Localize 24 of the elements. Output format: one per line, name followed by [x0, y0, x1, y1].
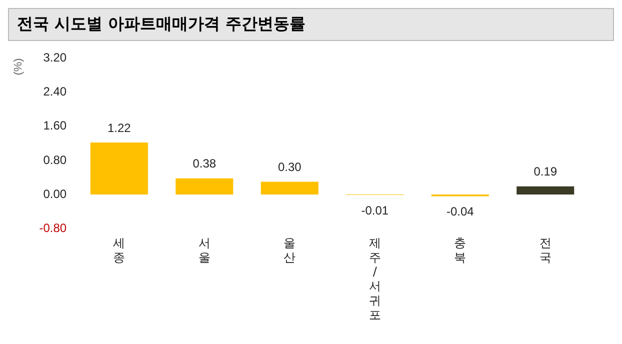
- x-tick-label: 울산: [284, 236, 296, 264]
- data-label: 1.22: [107, 120, 132, 135]
- x-tick-label: 전국: [539, 236, 552, 264]
- bar: [176, 178, 234, 195]
- x-tick-label: 서울: [198, 236, 210, 264]
- y-tick-label: 2.40: [43, 84, 67, 99]
- y-axis-title: (%): [12, 58, 25, 76]
- y-tick-label: 3.20: [43, 50, 67, 65]
- data-label: 0.19: [534, 164, 558, 179]
- y-tick-label: -0.80: [39, 220, 67, 235]
- y-tick-label: 0.80: [43, 152, 67, 167]
- y-tick-label: 0.00: [43, 186, 67, 201]
- data-label: -0.01: [361, 203, 389, 218]
- y-tick-label: 1.60: [43, 118, 67, 133]
- bar: [516, 186, 574, 195]
- data-label: -0.04: [446, 204, 474, 219]
- x-tick-label: 세종: [113, 236, 126, 264]
- x-tick-label: 제주/서귀포: [368, 236, 381, 322]
- data-label: 0.38: [192, 156, 216, 171]
- x-tick-label: 충북: [454, 236, 466, 264]
- data-label: 0.30: [278, 160, 302, 174]
- bar: [260, 182, 318, 195]
- bar: [90, 142, 148, 195]
- chart-title: 전국 시도별 아파트매매가격 주간변동률: [8, 8, 614, 41]
